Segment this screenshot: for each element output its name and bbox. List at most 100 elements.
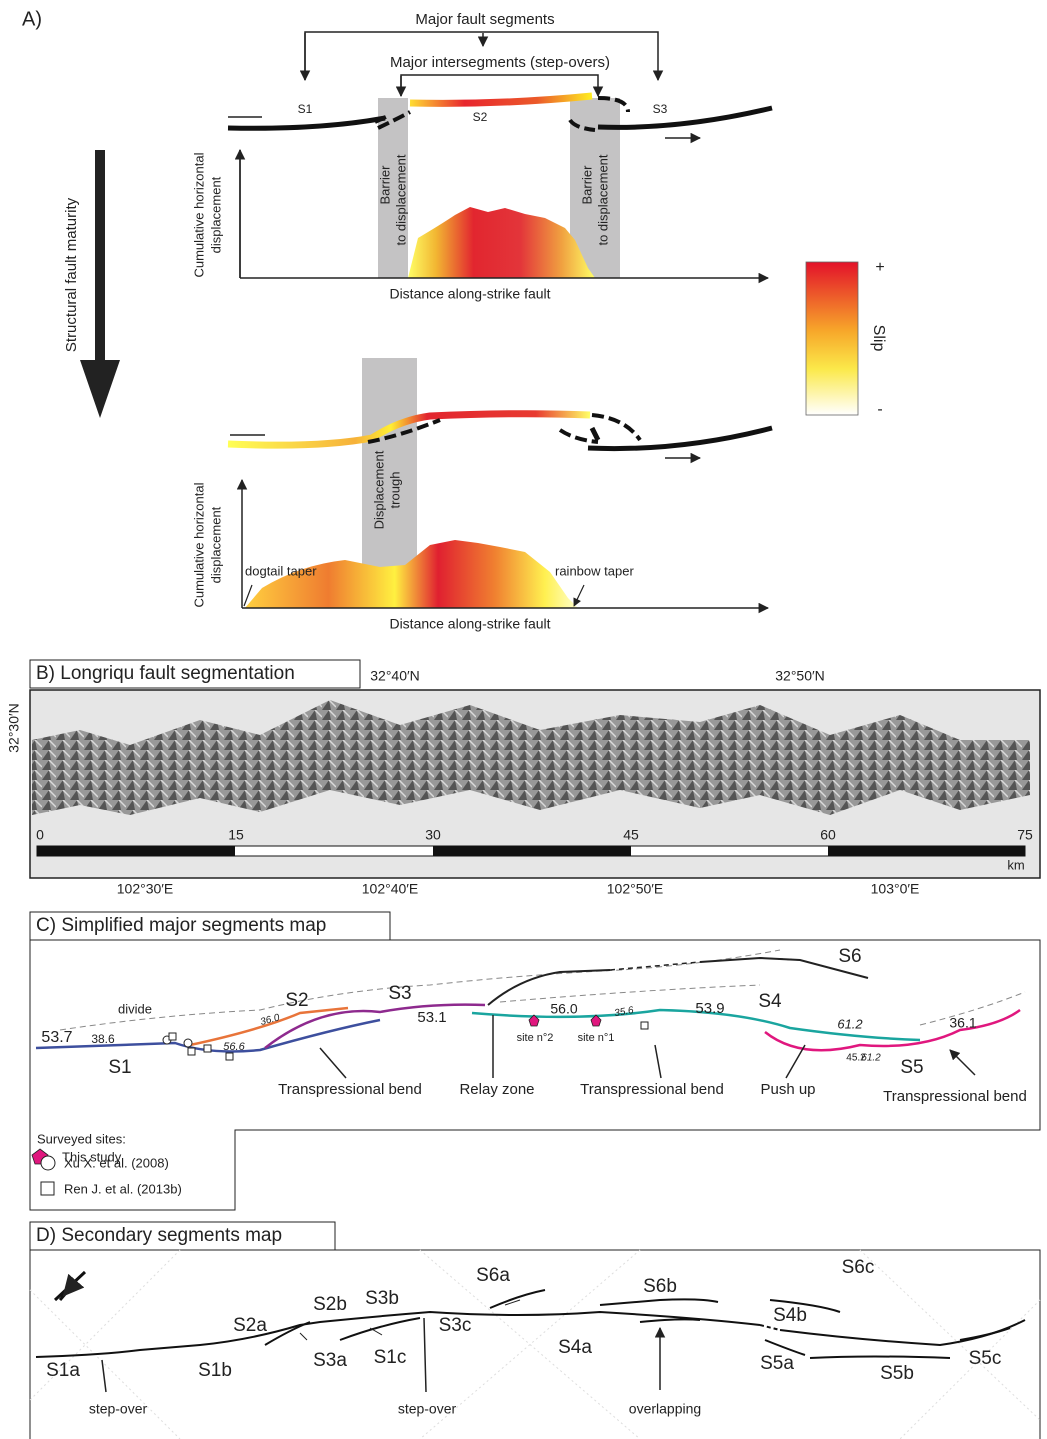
label: S2 (473, 110, 488, 124)
label: to displacement (393, 154, 408, 245)
label: 102°30′E (117, 881, 174, 897)
segment-label: S5a (760, 1353, 794, 1374)
segment-label: S5c (969, 1348, 1002, 1369)
fault (410, 96, 592, 103)
label: 32°40′N (370, 668, 419, 684)
label: Cumulative horizontal (191, 152, 206, 277)
map-frame (30, 1250, 1040, 1439)
label: 102°50′E (607, 881, 664, 897)
annotation: Relay zone (459, 1081, 534, 1098)
label: 36.1 (949, 1015, 976, 1031)
annotation: overlapping (629, 1401, 701, 1417)
north-arrow (55, 1272, 85, 1300)
site-marker (226, 1053, 233, 1060)
scale-bar (828, 846, 1025, 856)
segment-label: S5b (880, 1363, 914, 1384)
annotation: Push up (760, 1081, 815, 1098)
segment-label: S2b (313, 1294, 347, 1315)
label: Surveyed sites: (37, 1131, 126, 1146)
panel-d (30, 1222, 1040, 1439)
label: 15 (228, 827, 244, 843)
label: 75 (1017, 827, 1033, 843)
label: 30 (425, 827, 441, 843)
segment-label: S4a (558, 1337, 592, 1358)
fault (36, 1312, 1025, 1357)
grid-line (30, 1250, 1040, 1439)
legend-symbol (41, 1182, 54, 1195)
label: rainbow taper (555, 563, 634, 578)
colorbar (806, 262, 858, 415)
segment-label: S3b (365, 1288, 399, 1309)
label: 35.6 (613, 1005, 635, 1019)
label: Distance along-strike fault (389, 616, 550, 632)
segment-label: S2 (285, 990, 308, 1011)
label: displacement (208, 506, 223, 583)
label: Structural fault maturity (63, 197, 80, 352)
segment-label: S1b (198, 1360, 232, 1381)
label: 0 (36, 827, 44, 843)
label: 61.2 (837, 1016, 863, 1031)
annotation: Transpressional bend (580, 1081, 724, 1098)
annotation: Transpressional bend (278, 1081, 422, 1098)
panel-title: D) Secondary segments map (36, 1225, 282, 1246)
heading: Major fault segments (415, 11, 554, 28)
label: 53.7 (41, 1029, 72, 1046)
label: Displacement (371, 450, 386, 529)
segment-label: S6c (842, 1257, 875, 1278)
label: 45 (623, 827, 639, 843)
label: Ren J. et al. (2013b) (64, 1181, 182, 1196)
label: + (875, 259, 884, 276)
segment-label: S1a (46, 1360, 80, 1381)
scale-bar (433, 846, 631, 856)
fault-s3 (265, 1005, 485, 1048)
segment-label: S3a (313, 1350, 347, 1371)
maturity-arrow (80, 360, 120, 418)
slip-area (408, 207, 595, 278)
label: S3 (653, 102, 668, 116)
label: 32°50′N (775, 668, 824, 684)
panel-label: A) (22, 8, 42, 30)
site-marker (204, 1045, 211, 1052)
site-marker (184, 1039, 192, 1047)
panel-c (30, 912, 1040, 1210)
segment-label: S6b (643, 1276, 677, 1297)
fault-s6 (610, 958, 800, 970)
segment-label: S1c (374, 1347, 407, 1368)
label: 36.0 (259, 1012, 281, 1028)
label: site n°2 (517, 1032, 554, 1044)
segment-label: S5 (900, 1057, 923, 1078)
segment-label: S2a (233, 1315, 267, 1336)
label: 53.9 (695, 1000, 724, 1017)
label: 102°40′E (362, 881, 419, 897)
site-marker (188, 1048, 195, 1055)
segment-label: S4 (758, 991, 782, 1012)
heading: Major intersegments (step-overs) (390, 54, 610, 71)
fault (228, 118, 385, 128)
label: Xu X. et al. (2008) (64, 1155, 169, 1170)
site-marker (641, 1022, 648, 1029)
label: 61.2 (861, 1053, 881, 1064)
label: Distance along-strike fault (389, 286, 550, 302)
figure: A) Major fault segments Major intersegment… (0, 0, 1047, 1439)
segment-label: S3 (388, 983, 411, 1004)
label: 60 (820, 827, 836, 843)
trough-zone (362, 358, 417, 570)
label: - (877, 401, 882, 418)
label: displacement (208, 176, 223, 253)
label: 56.6 (223, 1041, 245, 1053)
divide-line (60, 950, 1025, 1030)
fault (588, 428, 772, 449)
site-marker (169, 1033, 176, 1040)
label: 32°30′N (6, 703, 22, 752)
fault (598, 108, 772, 127)
panel-title: B) Longriqu fault segmentation (36, 663, 295, 684)
label: Barrier (377, 165, 392, 205)
segment-label: S3c (439, 1315, 472, 1336)
panel-title: C) Simplified major segments map (36, 915, 326, 936)
panel-b (30, 660, 1040, 878)
label: to displacement (595, 154, 610, 245)
label: 103°0′E (871, 881, 920, 897)
label: Barrier (579, 165, 594, 205)
segment-label: S6a (476, 1265, 510, 1286)
scale-bar (37, 846, 235, 856)
